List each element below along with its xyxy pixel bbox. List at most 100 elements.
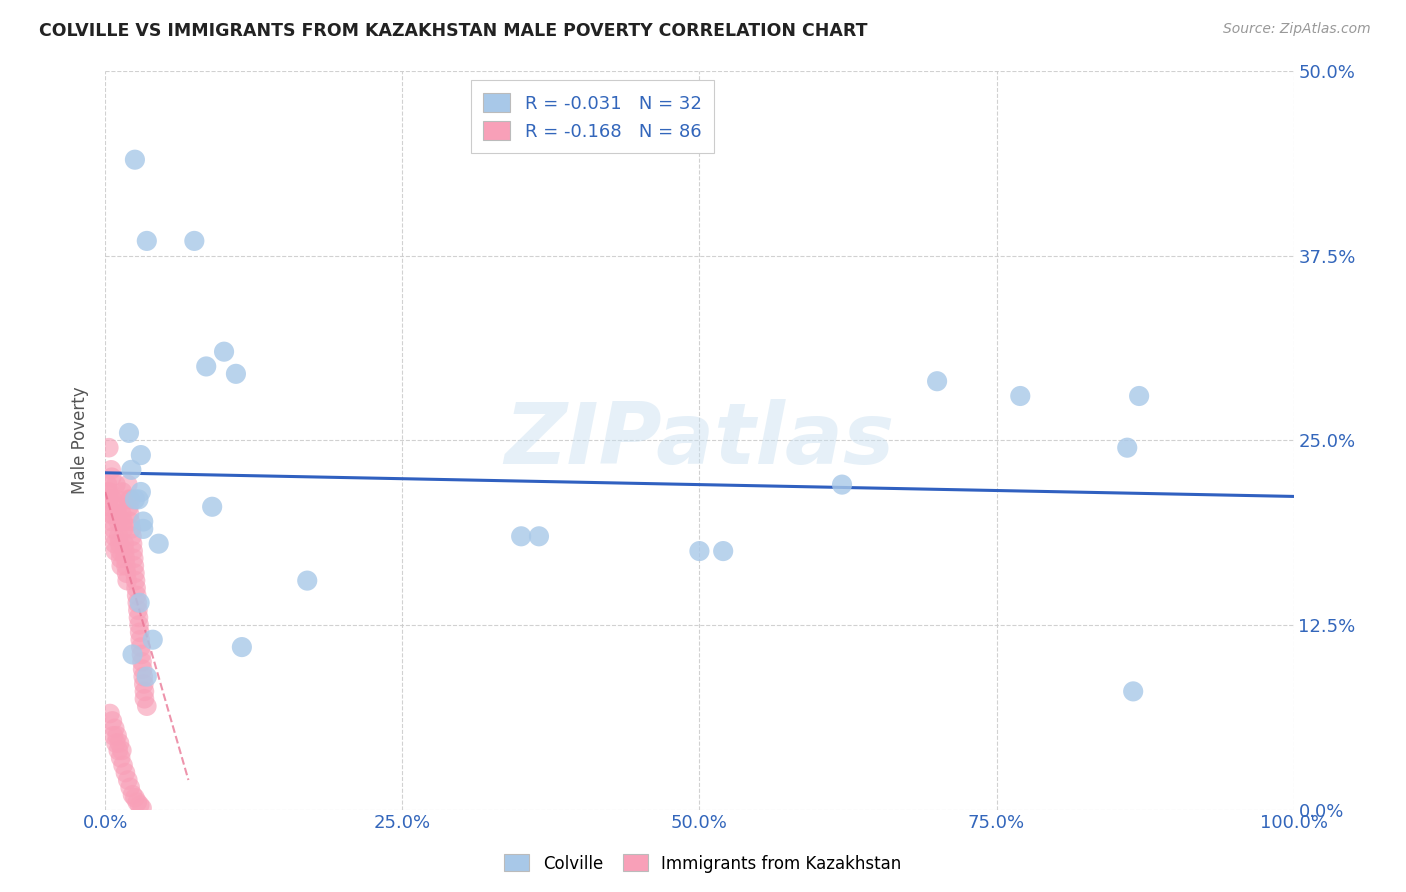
Point [118,507,141,521]
Point [104,537,127,551]
Point [104,721,127,735]
Point [134,684,156,698]
Text: ZIPatlas: ZIPatlas [505,399,894,482]
Point [97,485,120,500]
Legend: R = -0.031   N = 32, R = -0.168   N = 86: R = -0.031 N = 32, R = -0.168 N = 86 [471,80,714,153]
Point [103,522,125,536]
Point [135,670,157,684]
Point [127,492,149,507]
Point [134,691,156,706]
Point [135,234,157,248]
Point [121,537,143,551]
Point [105,729,128,743]
Text: COLVILLE VS IMMIGRANTS FROM KAZAKHSTAN MALE POVERTY CORRELATION CHART: COLVILLE VS IMMIGRANTS FROM KAZAKHSTAN M… [39,22,868,40]
Point [108,529,131,543]
Point [527,529,550,543]
Point [125,581,148,595]
Point [124,492,146,507]
Point [831,477,853,491]
Point [510,529,533,543]
Point [104,544,127,558]
Point [201,500,224,514]
Point [129,485,152,500]
Point [101,492,124,507]
Point [107,743,129,757]
Point [121,529,143,543]
Point [103,529,125,543]
Point [114,765,136,780]
Point [128,618,150,632]
Point [122,544,145,558]
Point [117,477,139,491]
Text: Source: ZipAtlas.com: Source: ZipAtlas.com [1223,22,1371,37]
Point [101,714,124,728]
Point [132,515,155,529]
Point [117,492,139,507]
Point [131,648,153,662]
Point [129,448,152,462]
Point [212,344,235,359]
Point [103,729,125,743]
Point [117,772,139,787]
Point [128,625,150,640]
Point [112,515,135,529]
Point [688,544,710,558]
Point [132,677,155,691]
Point [97,492,120,507]
Point [129,632,152,647]
Point [104,477,127,491]
Point [118,425,141,440]
Point [124,574,146,588]
Point [1010,389,1032,403]
Point [110,558,132,573]
Point [1116,441,1139,455]
Point [120,463,142,477]
Point [108,736,131,750]
Point [127,596,149,610]
Point [108,544,131,558]
Point [114,544,136,558]
Point [925,374,948,388]
Point [129,640,152,654]
Point [120,780,142,795]
Point [135,699,157,714]
Point [131,655,153,669]
Point [107,515,129,529]
Point [98,706,121,721]
Point [112,522,135,536]
Legend: Colville, Immigrants from Kazakhstan: Colville, Immigrants from Kazakhstan [498,847,908,880]
Point [120,522,142,536]
Point [98,500,121,514]
Point [111,507,134,521]
Point [124,153,146,167]
Point [297,574,319,588]
Point [97,477,120,491]
Point [120,492,142,507]
Point [104,736,127,750]
Point [114,551,136,566]
Point [97,441,120,455]
Point [100,515,122,529]
Point [1128,389,1150,403]
Point [120,515,142,529]
Point [100,507,122,521]
Point [121,788,143,802]
Point [115,574,138,588]
Point [98,485,121,500]
Point [105,492,128,507]
Point [131,801,153,815]
Point [101,507,124,521]
Point [112,758,135,772]
Point [112,537,135,551]
Point [105,500,128,514]
Point [111,743,134,757]
Point [124,566,146,581]
Point [107,507,129,521]
Point [225,367,247,381]
Point [127,603,149,617]
Point [115,558,138,573]
Point [142,632,165,647]
Point [125,588,148,602]
Point [118,500,141,514]
Point [132,522,155,536]
